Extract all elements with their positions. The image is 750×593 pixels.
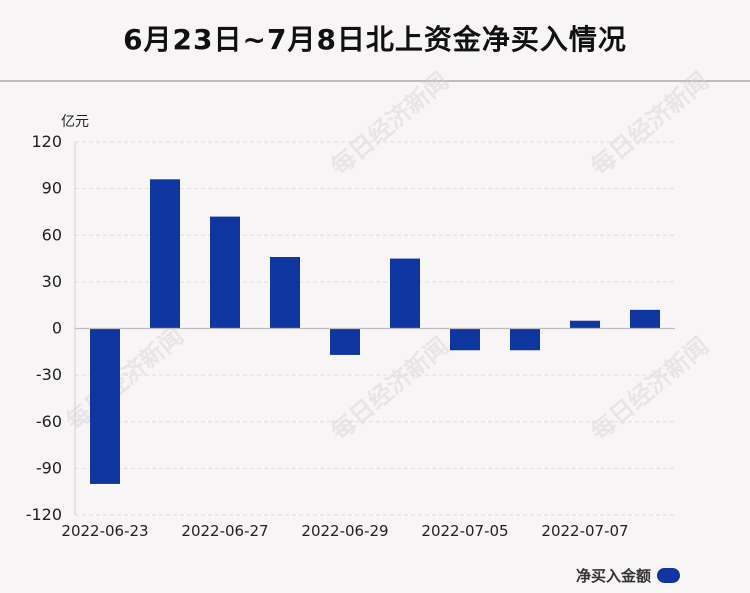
y-tick-label: -90 bbox=[36, 458, 62, 477]
bar-2022-06-29 bbox=[330, 328, 360, 355]
bar-2022-07-05 bbox=[450, 328, 480, 351]
bar-2022-06-28 bbox=[270, 257, 300, 329]
bar-2022-06-23 bbox=[90, 328, 120, 484]
y-tick-label: 120 bbox=[31, 132, 62, 151]
bar-2022-07-06 bbox=[510, 328, 540, 351]
bar-2022-07-07 bbox=[570, 320, 600, 329]
y-tick-label: 60 bbox=[42, 225, 62, 244]
y-tick-label: 0 bbox=[52, 319, 62, 338]
x-tick-label: 2022-06-27 bbox=[181, 522, 268, 540]
legend-label: 净买入金额 bbox=[576, 567, 652, 585]
chart-title: 6月23日~7月8日北上资金净买入情况 bbox=[123, 23, 627, 56]
bars bbox=[75, 179, 675, 484]
watermark-text: 每日经济新闻 bbox=[586, 332, 714, 446]
watermark-text: 每日经济新闻 bbox=[326, 67, 454, 181]
bar-2022-06-27 bbox=[210, 216, 240, 329]
y-tick-label: -60 bbox=[36, 412, 62, 431]
bar-2022-06-30 bbox=[390, 258, 420, 329]
watermark-text: 每日经济新闻 bbox=[586, 67, 714, 181]
y-axis: 120 90 60 30 0 -30 -60 -90 -120 bbox=[26, 132, 76, 524]
x-tick-label: 2022-07-07 bbox=[541, 522, 628, 540]
legend: 净买入金额 bbox=[576, 565, 681, 586]
y-tick-label: -30 bbox=[36, 365, 62, 384]
y-tick-label: 90 bbox=[42, 179, 62, 198]
x-axis: 2022-06-23 2022-06-27 2022-06-29 2022-07-05… bbox=[61, 522, 628, 540]
y-tick-label: -120 bbox=[26, 505, 62, 524]
legend-swatch bbox=[657, 568, 681, 583]
bar-2022-06-24 bbox=[150, 179, 180, 329]
y-axis-unit-label: 亿元 bbox=[61, 114, 89, 130]
x-tick-label: 2022-06-29 bbox=[301, 522, 388, 540]
title-divider bbox=[0, 80, 750, 82]
y-tick-label: 30 bbox=[42, 272, 62, 291]
x-tick-label: 2022-07-05 bbox=[421, 522, 508, 540]
bar-2022-07-08 bbox=[630, 309, 660, 329]
watermark-text: 每日经济新闻 bbox=[61, 322, 189, 436]
x-tick-label: 2022-06-23 bbox=[61, 522, 148, 540]
